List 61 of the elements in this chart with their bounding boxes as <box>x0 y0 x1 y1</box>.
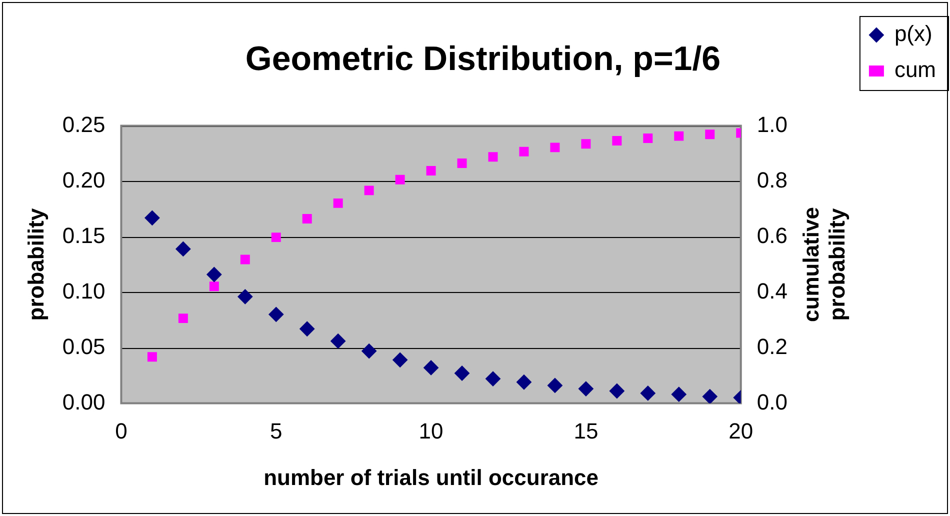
y-tick-label: 0.00 <box>62 389 106 414</box>
x-tick-label: 20 <box>728 418 754 444</box>
point <box>547 378 562 393</box>
point <box>302 214 312 224</box>
x-tick-label: 0 <box>115 418 128 444</box>
point <box>209 282 219 292</box>
y-axis-title: probability <box>23 208 48 321</box>
point <box>488 152 498 162</box>
point <box>362 344 377 359</box>
point <box>176 241 191 256</box>
point <box>144 210 160 226</box>
point <box>486 371 500 386</box>
point <box>147 352 157 362</box>
x-axis-title: number of trials until occurance <box>264 464 599 490</box>
point <box>519 146 529 156</box>
point <box>271 232 281 242</box>
point <box>206 266 222 282</box>
point <box>550 142 560 152</box>
point <box>581 139 591 149</box>
point <box>671 386 686 402</box>
y-tick-label: 0.25 <box>62 112 106 137</box>
point <box>395 174 405 184</box>
point <box>705 130 715 140</box>
y2-tick-label: 0.8 <box>756 167 788 192</box>
x-tick-label: 15 <box>574 418 598 444</box>
point <box>333 198 343 208</box>
point <box>702 389 718 404</box>
point <box>454 366 470 381</box>
point <box>364 186 374 196</box>
point <box>426 166 436 176</box>
legend-label: cum <box>894 57 936 82</box>
point <box>640 386 656 401</box>
y2-axis-title: cumulative probability <box>798 207 850 322</box>
y2-tick-label: 0.2 <box>756 334 788 359</box>
y-tick-label: 0.15 <box>62 222 106 248</box>
point <box>330 334 346 349</box>
chart-title: Geometric Distribution, p=1/6 <box>245 40 721 78</box>
point <box>643 134 653 144</box>
point <box>238 289 253 304</box>
legend-label: p(x) <box>894 21 932 46</box>
x-tick-label: 5 <box>270 418 282 444</box>
point <box>178 314 188 324</box>
point <box>300 321 315 336</box>
point <box>392 352 408 368</box>
y-tick-label: 0.10 <box>62 278 106 304</box>
point <box>268 306 284 322</box>
point <box>609 383 624 398</box>
y-tick-label: 0.20 <box>62 167 106 192</box>
point <box>240 254 250 264</box>
x-tick-label: 10 <box>418 418 444 444</box>
point <box>457 158 467 168</box>
y2-tick-label: 0.4 <box>756 278 788 304</box>
point <box>674 131 684 141</box>
y2-tick-label: 0.6 <box>756 222 788 248</box>
y2-tick-label: 1.0 <box>756 112 788 137</box>
point <box>578 381 594 396</box>
point <box>424 360 439 376</box>
y-tick-label: 0.05 <box>62 334 106 359</box>
point <box>516 374 532 390</box>
y2-tick-label: 0.0 <box>756 389 788 414</box>
point <box>612 136 622 146</box>
